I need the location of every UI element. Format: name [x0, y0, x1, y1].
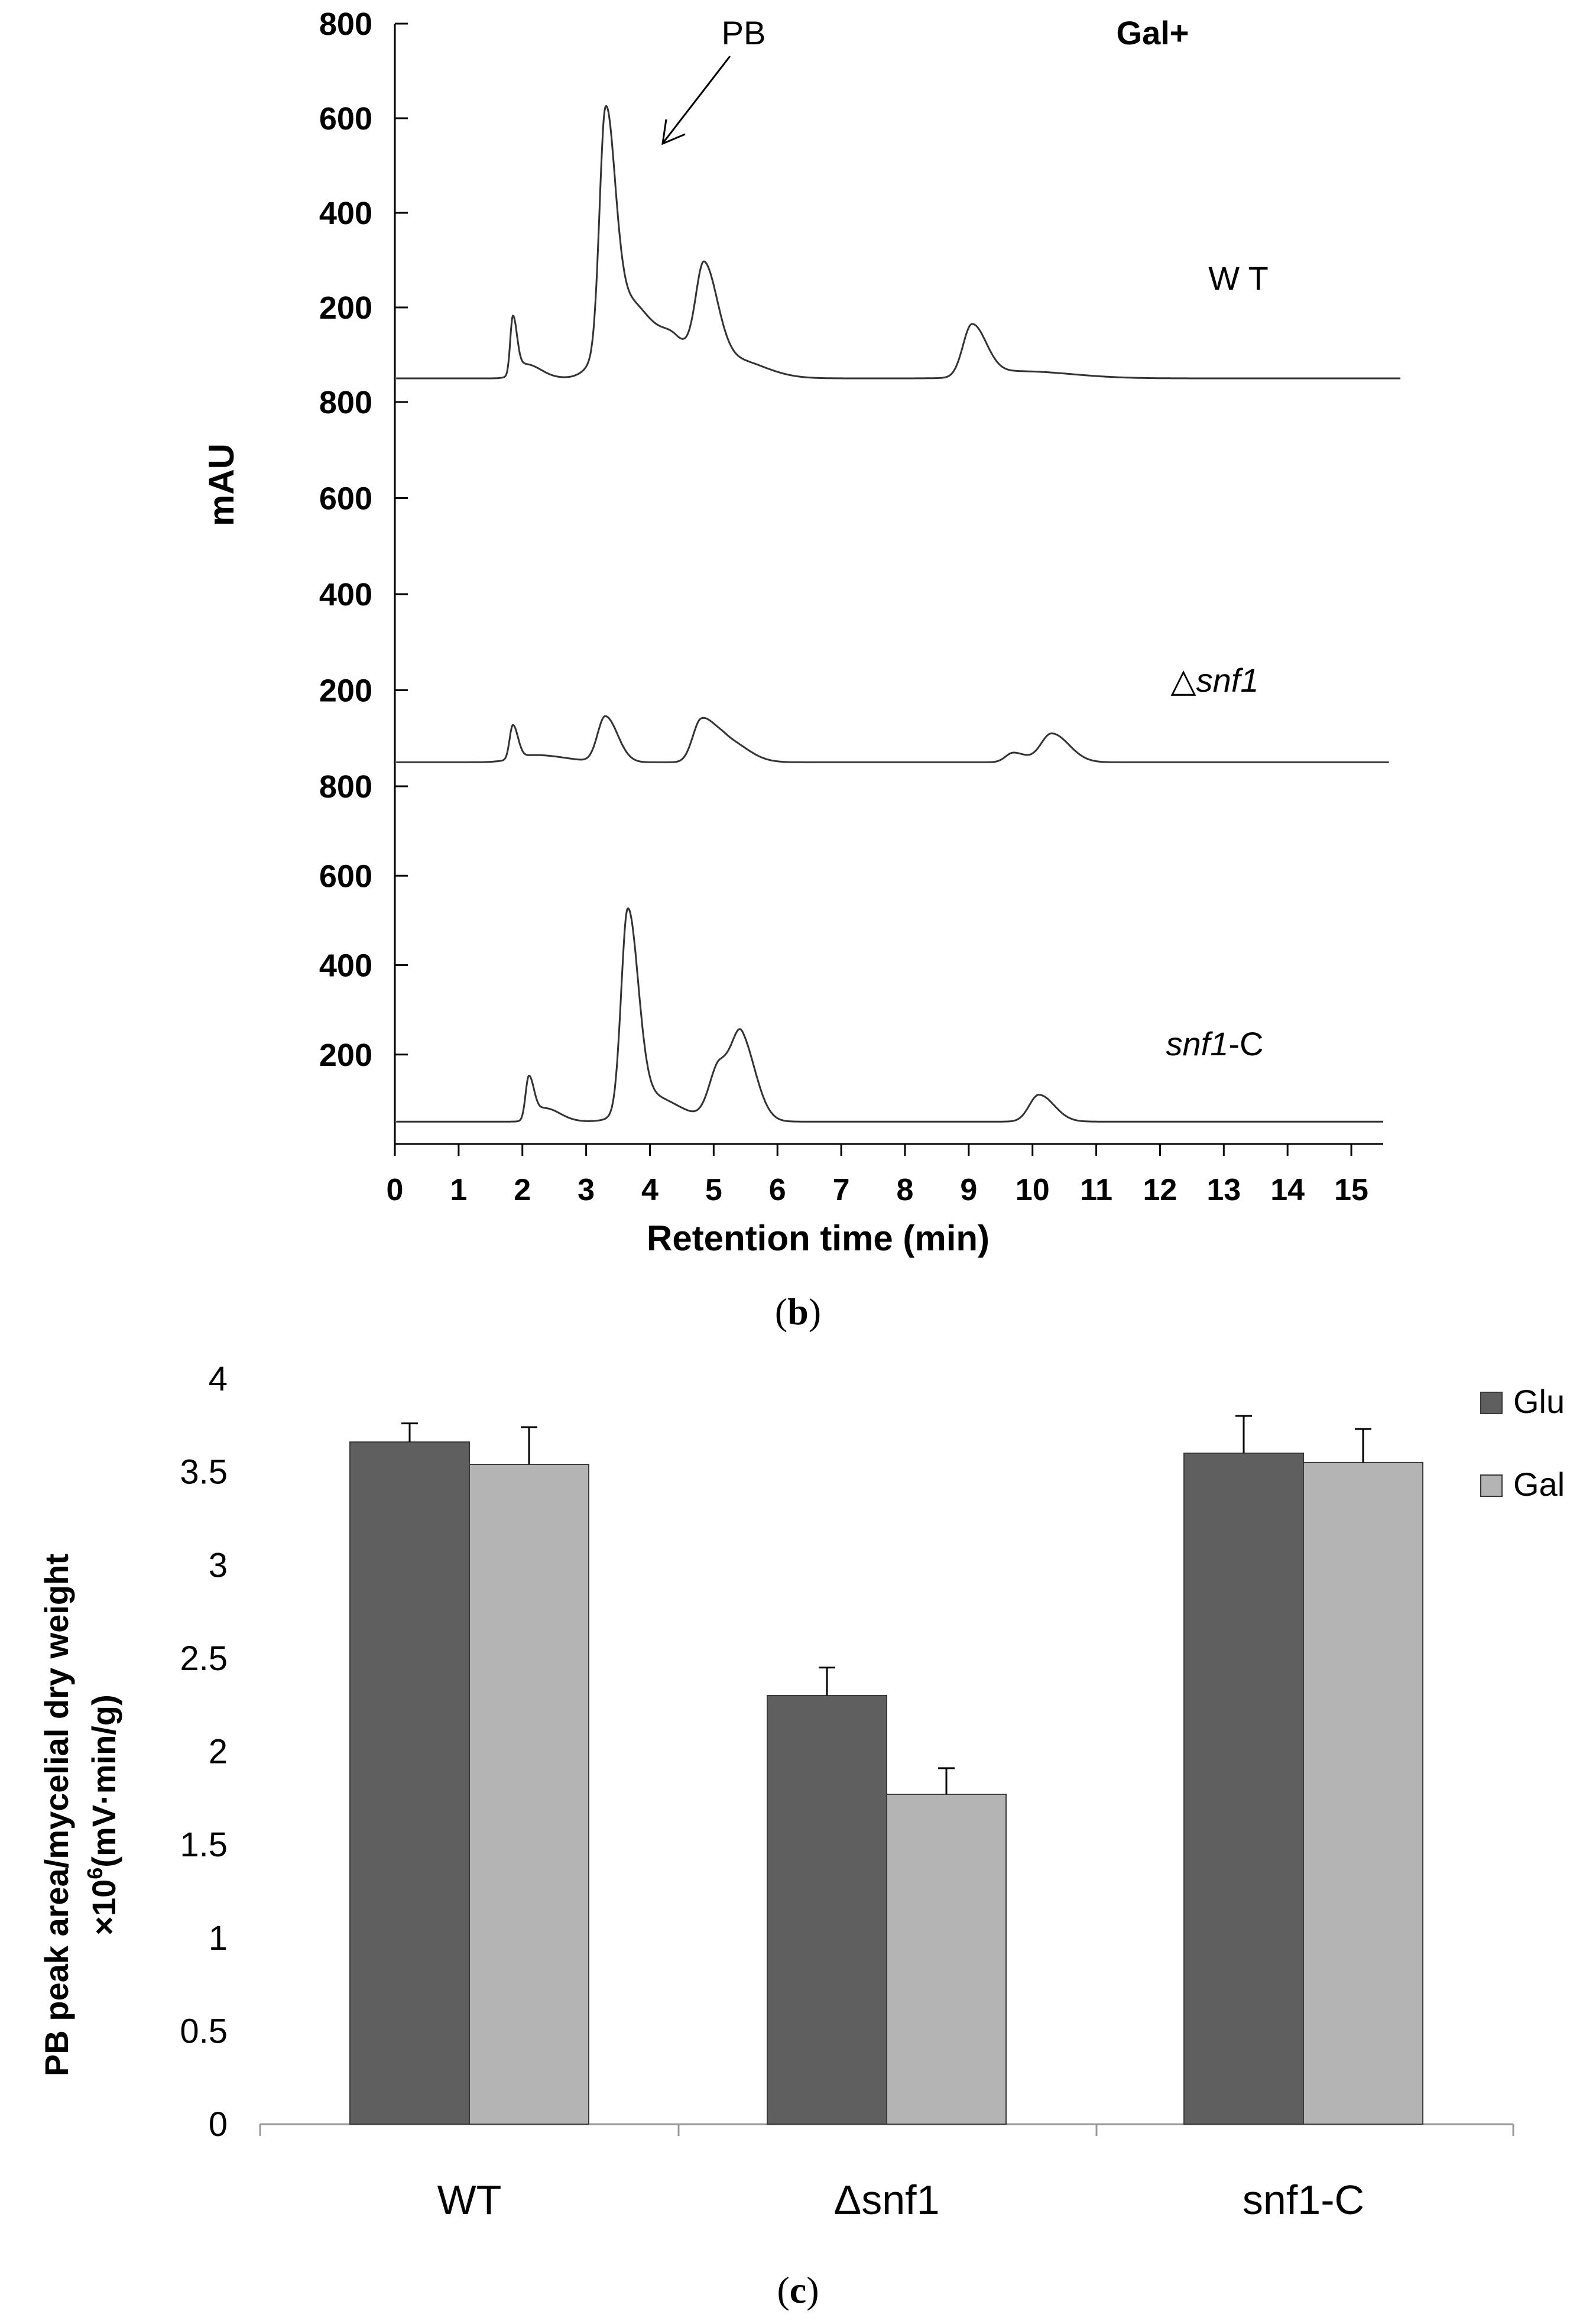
bar-y-axis-label-line1: PB peak area/mycelial dry weight [38, 1554, 75, 2076]
bar-gal-1 [469, 1426, 589, 2125]
bar-rect [469, 1464, 589, 2125]
x-tick-label: 7 [833, 1173, 850, 1207]
condition-label: Gal+ [1117, 14, 1189, 51]
legend-swatch-glu [1480, 1392, 1503, 1414]
category-label: snf1-C [1243, 2177, 1364, 2223]
x-tick-label: 0 [387, 1173, 404, 1207]
caption-b: (b) [775, 1291, 821, 1333]
x-tick-label: 15 [1334, 1173, 1368, 1207]
bar-gal-3 [1303, 1428, 1423, 2125]
legend-label-glu: Glu [1513, 1383, 1565, 1420]
y-tick-label: 200 [319, 290, 372, 326]
bar-chart-panel: 0 0.5 1 1.5 2 2.5 3 3.5 4 WT Δsnf1 snf1-C Glu Gal P… [38, 1360, 1565, 2311]
bar-glu-2 [767, 1667, 887, 2125]
y-axis-label: mAU [202, 443, 241, 526]
bar-rect [1303, 1461, 1423, 2125]
y-tick-label: 400 [319, 948, 372, 984]
pb-arrow [661, 56, 731, 145]
bar-y-tick-label: 4 [209, 1360, 228, 1398]
trace-label-snf1: △snf1 [1171, 662, 1259, 699]
category-label: Δsnf1 [833, 2177, 939, 2223]
x-tick-label: 9 [960, 1173, 977, 1207]
caption-c: (c) [777, 2269, 819, 2311]
chromatogram-traces [396, 105, 1401, 1123]
chromatogram-trace-1 [396, 105, 1401, 380]
trace-label-wt: W T [1208, 260, 1269, 297]
chromatogram-x-ticks: 0 1 2 3 4 5 6 7 8 9 10 11 12 13 14 15 [387, 1144, 1368, 1207]
x-tick-label: 13 [1206, 1173, 1241, 1207]
y-tick-label: 800 [319, 769, 372, 805]
y-tick-label: 600 [319, 101, 372, 137]
x-tick-label: 12 [1143, 1173, 1177, 1207]
bar-y-tick-label: 3 [209, 1546, 228, 1584]
bar-rect [1183, 1453, 1304, 2125]
category-label: WT [437, 2177, 502, 2223]
bar-y-tick-label: 2 [209, 1733, 228, 1771]
y-tick-label: 600 [319, 481, 372, 517]
x-tick-label: 14 [1270, 1173, 1305, 1207]
x-tick-label: 5 [705, 1173, 722, 1207]
x-tick-label: 11 [1080, 1173, 1112, 1207]
y-tick-label: 600 [319, 858, 372, 894]
bar-x-ticks: WT Δsnf1 snf1-C [259, 2124, 1514, 2223]
bar-y-tick-label: 0 [209, 2105, 228, 2144]
bar-glu-3 [1183, 1415, 1304, 2125]
x-tick-label: 4 [641, 1173, 658, 1207]
x-tick-label: 2 [514, 1173, 531, 1207]
x-tick-label: 3 [578, 1173, 595, 1207]
bar-y-tick-label: 1.5 [180, 1826, 228, 1864]
legend-label-gal: Gal [1513, 1466, 1565, 1503]
x-tick-label: 6 [769, 1173, 786, 1207]
bar-y-axis-label-line2: ×106(mV·min/g) [83, 1694, 122, 1935]
pb-annotation: PB [722, 14, 766, 51]
x-tick-label: 8 [897, 1173, 914, 1207]
y-tick-label: 400 [319, 196, 372, 231]
x-tick-label: 10 [1016, 1173, 1050, 1207]
bar-y-ticks: 0 0.5 1 1.5 2 2.5 3 3.5 4 [180, 1360, 228, 2144]
y-tick-label: 800 [319, 385, 372, 420]
chromatogram-trace-2 [396, 715, 1389, 763]
bars [349, 1415, 1423, 2125]
bar-y-tick-label: 3.5 [180, 1453, 228, 1492]
y-tick-label: 800 [319, 7, 372, 42]
x-axis-label: Retention time (min) [647, 1218, 990, 1258]
y-tick-label: 400 [319, 577, 372, 612]
y-tick-label: 200 [319, 1038, 372, 1073]
y-tick-label: 200 [319, 673, 372, 709]
bar-y-tick-label: 0.5 [180, 2012, 228, 2050]
trace-label-snf1-c: snf1-C [1166, 1025, 1264, 1062]
bar-rect [886, 1794, 1007, 2125]
chromatogram-trace-3 [396, 907, 1383, 1123]
chromatogram-y-ticks: 200 400 600 800 200 400 600 800 200 400 600 800 [319, 7, 408, 1073]
bar-glu-1 [349, 1422, 470, 2125]
bar-rect [767, 1694, 887, 2125]
bar-rect [349, 1441, 470, 2125]
bar-y-tick-label: 2.5 [180, 1639, 228, 1678]
x-tick-label: 1 [450, 1173, 467, 1207]
legend-swatch-gal [1480, 1474, 1503, 1497]
bar-y-tick-label: 1 [209, 1919, 228, 1957]
bar-gal-2 [886, 1767, 1007, 2125]
legend: Glu Gal [1480, 1383, 1565, 1503]
